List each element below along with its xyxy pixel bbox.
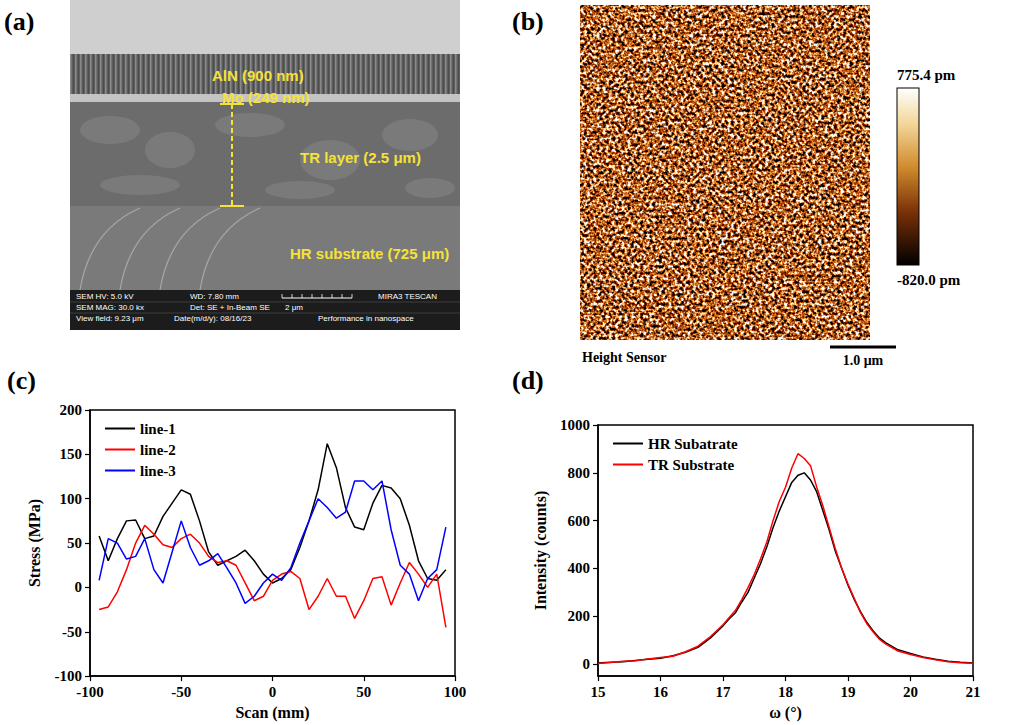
svg-text:1.0 μm: 1.0 μm: [843, 353, 884, 368]
svg-text:ω (°): ω (°): [769, 704, 802, 722]
svg-text:-100: -100: [55, 668, 83, 684]
svg-text:19: 19: [841, 684, 856, 700]
svg-text:line-3: line-3: [140, 463, 176, 479]
svg-text:15: 15: [591, 684, 606, 700]
svg-text:100: 100: [60, 491, 83, 507]
svg-text:18: 18: [778, 684, 793, 700]
svg-text:0: 0: [269, 684, 277, 700]
svg-text:HR Subatrate: HR Subatrate: [648, 436, 738, 452]
svg-text:Date(m/d/y): 08/16/23: Date(m/d/y): 08/16/23: [174, 314, 252, 323]
svg-text:Performance in nanospace: Performance in nanospace: [318, 314, 414, 323]
svg-text:AlN (900 nm): AlN (900 nm): [212, 67, 304, 84]
svg-text:2 μm: 2 μm: [285, 303, 303, 312]
svg-text:16: 16: [653, 684, 669, 700]
svg-text:(c): (c): [7, 366, 36, 395]
svg-text:SEM HV: 5.0 kV: SEM HV: 5.0 kV: [76, 292, 134, 301]
svg-text:50: 50: [356, 684, 371, 700]
svg-text:-50: -50: [171, 684, 191, 700]
svg-text:-100: -100: [76, 684, 104, 700]
svg-text:200: 200: [568, 608, 591, 624]
svg-text:800: 800: [568, 465, 591, 481]
svg-text:TR layer (2.5 μm): TR layer (2.5 μm): [300, 149, 421, 166]
svg-text:0: 0: [583, 656, 591, 672]
svg-text:21: 21: [966, 684, 981, 700]
svg-text:Stress (MPa): Stress (MPa): [26, 499, 44, 587]
svg-text:Scan (mm): Scan (mm): [235, 704, 309, 722]
svg-text:SEM MAG: 30.0 kx: SEM MAG: 30.0 kx: [76, 303, 144, 312]
svg-text:100: 100: [444, 684, 467, 700]
svg-text:MIRA3 TESCAN: MIRA3 TESCAN: [378, 292, 437, 301]
svg-text:View field: 9.23 μm: View field: 9.23 μm: [76, 314, 144, 323]
svg-text:HR substrate (725 μm): HR substrate (725 μm): [290, 245, 449, 262]
svg-text:1000: 1000: [560, 417, 590, 433]
svg-text:(a): (a): [4, 7, 34, 36]
svg-text:(b): (b): [512, 7, 544, 36]
svg-text:600: 600: [568, 513, 591, 529]
svg-text:line-1: line-1: [140, 421, 176, 437]
svg-text:20: 20: [903, 684, 918, 700]
svg-text:(d): (d): [512, 366, 544, 395]
svg-text:200: 200: [60, 402, 83, 418]
svg-text:-820.0 pm: -820.0 pm: [897, 272, 961, 288]
svg-text:Height Sensor: Height Sensor: [582, 350, 666, 365]
svg-text:TR Substrate: TR Substrate: [648, 457, 735, 473]
svg-text:775.4 pm: 775.4 pm: [897, 67, 956, 83]
svg-text:-50: -50: [62, 624, 82, 640]
svg-text:Intensity (counts): Intensity (counts): [532, 491, 550, 611]
svg-text:150: 150: [60, 446, 83, 462]
svg-text:17: 17: [716, 684, 732, 700]
svg-text:WD: 7.80 mm: WD: 7.80 mm: [190, 292, 239, 301]
svg-text:Mo (249 nm): Mo (249 nm): [222, 89, 310, 106]
svg-text:0: 0: [75, 579, 83, 595]
svg-text:400: 400: [568, 560, 591, 576]
svg-text:line-2: line-2: [140, 442, 176, 458]
svg-text:Det: SE + In-Beam SE: Det: SE + In-Beam SE: [190, 303, 270, 312]
svg-text:50: 50: [67, 535, 82, 551]
